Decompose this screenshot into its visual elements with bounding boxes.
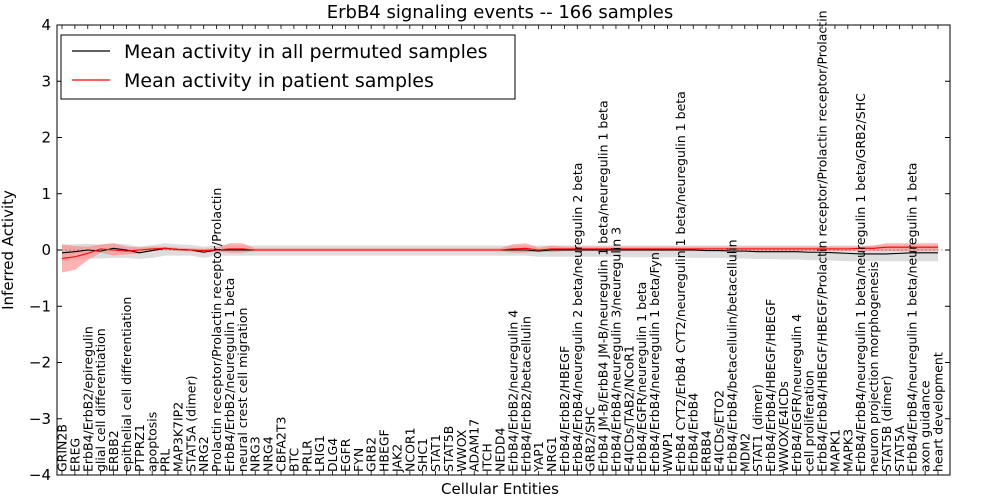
category-label: WWOX xyxy=(454,429,469,472)
category-label: GRB2 xyxy=(364,437,379,472)
category-label: E4ICDs/TAB2/NCoR1 xyxy=(621,345,636,472)
category-label: WWOX/E4ICDs xyxy=(776,381,791,472)
category-label: ADAM17 xyxy=(467,419,482,472)
category-label: STAT5A xyxy=(892,425,907,472)
category-label: SHC1 xyxy=(415,438,430,472)
category-label: STAT1 xyxy=(428,434,443,472)
y-tick-label: −1 xyxy=(29,297,51,315)
category-label: glial cell differentiation xyxy=(93,328,108,472)
category-label: NRG1 xyxy=(544,436,559,472)
category-label: STAT5A (dimer) xyxy=(183,376,198,472)
y-axis: −4 −3 −2 −1 0 1 2 3 4 xyxy=(29,16,950,484)
y-tick-label: 0 xyxy=(41,241,51,259)
x-axis xyxy=(61,25,939,475)
category-label: NRG4 xyxy=(261,436,276,472)
category-label: EREG xyxy=(67,438,82,472)
y-axis-title: Inferred Activity xyxy=(0,190,17,310)
category-label: DLG4 xyxy=(325,438,340,472)
category-label: ErbB4/ErbB4/neuregulin 1 beta/neuregulin… xyxy=(853,93,868,472)
category-label: ErbB4 CYT2/ErbB4 CYT2/neuregulin 1 beta/… xyxy=(673,91,688,472)
category-label: cell proliferation xyxy=(802,370,817,472)
line-layer xyxy=(57,246,950,259)
category-label: YAP1 xyxy=(531,441,546,473)
category-label: MDM2 xyxy=(737,433,752,472)
y-tick-label: 4 xyxy=(41,16,51,34)
y-tick-label: 2 xyxy=(41,129,51,147)
category-label: ErbB4/ErbB2/neuregulin 4 xyxy=(505,310,520,472)
y-tick-label: 3 xyxy=(41,72,51,90)
category-label: ErbB4/ErbB2/HBEGF xyxy=(557,346,572,472)
category-label: ErbB4/ErbB4/neuregulin 2 beta/neuregulin… xyxy=(570,163,585,472)
x-axis-title: Cellular Entities xyxy=(441,480,559,498)
category-label: ErbB4/ErbB4/neuregulin 3/neuregulin 3 xyxy=(608,227,623,472)
category-label: heart development xyxy=(931,352,946,472)
category-label: NRG2 xyxy=(196,436,211,472)
category-label: ErbB4/ErbB4/HBEGF/HBEGF/Prolactin recept… xyxy=(815,10,830,472)
legend-box xyxy=(60,34,516,100)
category-label: ErbB4/ErbB4 xyxy=(686,393,701,472)
category-label: GRB2/SHC xyxy=(583,407,598,472)
chart-title: ErbB4 signaling events -- 166 samples xyxy=(327,2,674,23)
category-label: Prolactin receptor/Prolactin receptor/Pr… xyxy=(209,188,224,472)
category-label: ErbB4/ErbB4/HBEGF/HBEGF xyxy=(763,299,778,472)
category-label: ErbB4/ErbB2/neuregulin 1 beta xyxy=(222,278,237,472)
category-label: STAT5B (dimer) xyxy=(879,376,894,472)
category-label: HBEGF xyxy=(377,429,392,472)
legend: Mean activity in all permuted samples Me… xyxy=(60,34,516,100)
legend-label-permuted: Mean activity in all permuted samples xyxy=(124,41,487,63)
category-label: MAPK1 xyxy=(827,429,842,472)
category-label: CBFA2T3 xyxy=(274,417,289,472)
category-label: STAT1 (dimer) xyxy=(750,384,765,472)
category-label: neural crest cell migration xyxy=(235,308,250,472)
category-label: PRL xyxy=(158,449,173,472)
y-tick-label: 1 xyxy=(41,185,51,203)
category-label: JAK2 xyxy=(389,444,404,473)
category-label: axon guidance xyxy=(918,380,933,472)
category-label: WWP1 xyxy=(660,432,675,472)
category-label: ErbB4/ErbB4/betacellulin/betacellulin xyxy=(724,239,739,472)
category-label: FYN xyxy=(351,448,366,472)
category-label: ErbB4/ErbB2/epiregulin xyxy=(80,326,95,472)
category-label: neuron projection morphogenesis xyxy=(866,261,881,472)
category-label: ErbB4 JM-B/ErbB4 JM-B/neuregulin 1 beta/… xyxy=(596,100,611,472)
category-label: NEDD4 xyxy=(493,428,508,472)
category-label: apoptosis xyxy=(145,412,160,472)
category-label: ErbB4/ErbB4/neuregulin 1 beta/neuregulin… xyxy=(905,163,920,472)
category-label: PRLR xyxy=(299,440,314,472)
category-label: MAP3K7IP2 xyxy=(170,402,185,472)
y-tick-label: −3 xyxy=(29,410,51,428)
plot-frame xyxy=(56,24,951,476)
category-label: ErbB4/EGFR/neuregulin 1 beta xyxy=(634,282,649,472)
category-label: NRG3 xyxy=(248,436,263,472)
category-label: ErbB4/ErbB2/betacellulin xyxy=(518,316,533,472)
category-label: STAT5B xyxy=(441,426,456,472)
category-label: BTC xyxy=(286,448,301,472)
category-label: ERBB4 xyxy=(699,430,714,472)
patient-mean-line xyxy=(61,246,938,259)
category-label: E4ICDs/ETO2 xyxy=(712,390,727,472)
category-label: EGFR xyxy=(338,438,353,472)
y-tick-label: −2 xyxy=(29,354,51,372)
category-label: ITCH xyxy=(480,443,495,472)
y-tick-label: −4 xyxy=(29,466,51,484)
category-label: ERBB2 xyxy=(106,430,121,472)
category-label: GRIN2B xyxy=(55,424,70,472)
category-label: LRIG1 xyxy=(312,435,327,472)
category-label: ErbB4/ErbB4/neuregulin 1 beta/Fyn xyxy=(647,252,662,472)
category-label: MAPK3 xyxy=(840,429,855,472)
category-label: NCOR1 xyxy=(402,427,417,472)
category-label: PTPRZ1 xyxy=(132,424,147,472)
legend-label-patient: Mean activity in patient samples xyxy=(124,70,434,92)
category-label: ErbB4/EGFR/neuregulin 4 xyxy=(789,314,804,472)
category-label: epithelial cell differentiation xyxy=(119,297,134,472)
